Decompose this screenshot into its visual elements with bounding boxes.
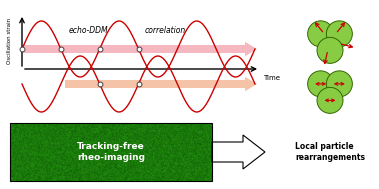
Circle shape [308, 21, 334, 47]
Text: correlation: correlation [145, 26, 186, 35]
Circle shape [308, 71, 334, 97]
Bar [10, 123, 212, 181]
Bar [65, 80, 245, 88]
Text: Tracking-free
rheo-imaging: Tracking-free rheo-imaging [77, 142, 145, 162]
Polygon shape [245, 77, 257, 91]
Bar [22, 45, 245, 53]
Circle shape [317, 87, 343, 113]
Circle shape [326, 71, 352, 97]
Text: echo-DDM: echo-DDM [68, 26, 108, 35]
Circle shape [317, 37, 343, 63]
Text: Local particle
rearrangements: Local particle rearrangements [295, 142, 365, 162]
Polygon shape [245, 42, 257, 56]
Text: Time: Time [263, 75, 280, 81]
Text: Oscillation strain: Oscillation strain [8, 18, 13, 64]
Polygon shape [212, 135, 265, 169]
Circle shape [326, 21, 352, 47]
